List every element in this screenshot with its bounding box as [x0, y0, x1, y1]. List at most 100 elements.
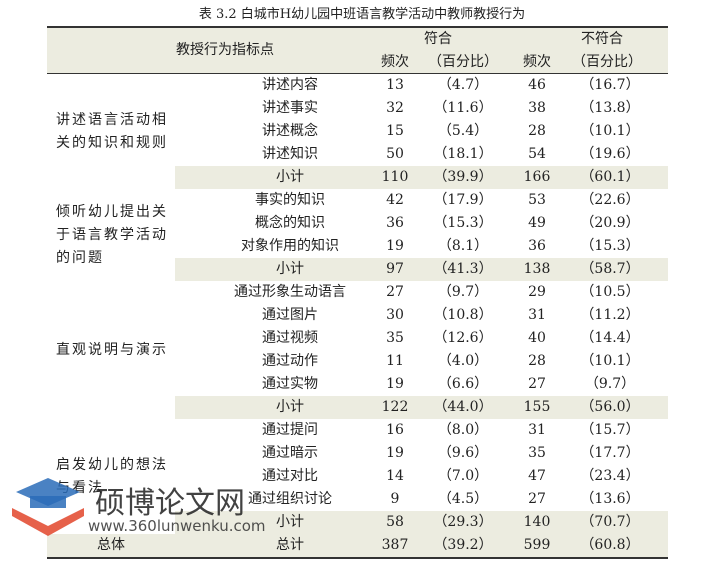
subtotal-value: 138 — [523, 261, 551, 277]
subtotal-value: （60.1） — [580, 169, 640, 185]
header-bg — [47, 27, 668, 74]
row-value: （9.6） — [437, 445, 489, 461]
row-value: （12.6） — [433, 330, 493, 346]
row-value: （8.0） — [437, 422, 489, 438]
subtotal-bg — [175, 166, 668, 189]
row-label: 通过提问 — [262, 422, 318, 438]
watermark-logo — [12, 478, 84, 536]
row-value: 31 — [528, 422, 546, 438]
row-value: （13.6） — [580, 491, 640, 507]
subtotal-value: （44.0） — [433, 399, 493, 415]
subtotal-label: 小计 — [276, 514, 304, 530]
rule — [47, 557, 668, 559]
row-value: 46 — [528, 77, 546, 93]
row-label: 讲述事实 — [262, 100, 318, 116]
header-cell: （百分比） — [572, 54, 642, 70]
row-value: 9 — [390, 491, 400, 507]
row-label: 讲述内容 — [262, 77, 318, 93]
row-value: （11.6） — [433, 100, 493, 116]
row-value: 40 — [528, 330, 546, 346]
subtotal-value: 97 — [386, 261, 404, 277]
row-value: （5.4） — [437, 123, 489, 139]
watermark-url: www.360lunwenku.com — [88, 517, 266, 535]
row-value: 53 — [528, 192, 546, 208]
subtotal-value: 122 — [381, 399, 409, 415]
subtotal-bg — [175, 258, 668, 281]
row-value: 36 — [386, 215, 404, 231]
subtotal-bg — [175, 511, 668, 534]
row-value: （4.7） — [437, 77, 489, 93]
row-value: （11.2） — [580, 307, 640, 323]
header-cell: （百分比） — [428, 54, 498, 70]
total-value: （60.8） — [580, 537, 640, 553]
row-value: （19.6） — [580, 146, 640, 162]
category-label: 讲述语言活动相关的知识和规则 — [56, 111, 168, 151]
subtotal-value: 140 — [523, 514, 551, 530]
row-value: （18.1） — [433, 146, 493, 162]
row-value: 19 — [386, 445, 404, 461]
total-bg — [47, 534, 668, 557]
row-label: 通过形象生动语言 — [234, 284, 346, 300]
subtotal-value: （58.7） — [580, 261, 640, 277]
row-value: （9.7） — [584, 376, 636, 392]
subtotal-value: （56.0） — [580, 399, 640, 415]
subtotal-value: 110 — [381, 169, 409, 185]
subtotal-label: 小计 — [276, 261, 304, 277]
row-label: 通过图片 — [262, 307, 318, 323]
row-value: 15 — [386, 123, 404, 139]
row-value: （16.7） — [580, 77, 640, 93]
subtotal-value: （39.9） — [433, 169, 493, 185]
header-cell: 频次 — [523, 54, 551, 70]
row-value: （10.1） — [580, 123, 640, 139]
subtotal-label: 小计 — [276, 169, 304, 185]
row-value: 32 — [386, 100, 404, 116]
row-value: 36 — [528, 238, 546, 254]
row-value: 27 — [528, 491, 546, 507]
row-label: 讲述知识 — [262, 146, 318, 162]
row-value: 54 — [528, 146, 546, 162]
header-cell: 符合 — [424, 31, 452, 47]
row-label: 概念的知识 — [255, 215, 325, 231]
table-title: 表 3.2 白城市H幼儿园中班语言教学活动中教师教授行为 — [198, 7, 526, 22]
row-value: 47 — [528, 468, 546, 484]
row-value: 16 — [386, 422, 404, 438]
subtotal-value: （41.3） — [433, 261, 493, 277]
row-value: 28 — [528, 123, 546, 139]
row-label: 事实的知识 — [255, 192, 325, 208]
row-value: 30 — [386, 307, 404, 323]
header-cell: 不符合 — [581, 31, 623, 47]
row-value: 35 — [528, 445, 546, 461]
row-value: （7.0） — [437, 468, 489, 484]
row-value: 11 — [386, 353, 404, 369]
row-label: 对象作用的知识 — [241, 238, 339, 254]
row-label: 通过组织讨论 — [248, 491, 332, 507]
row-value: 14 — [386, 468, 404, 484]
row-value: （23.4） — [580, 468, 640, 484]
header-cell: 教授行为指标点 — [176, 42, 274, 58]
row-value: （15.7） — [580, 422, 640, 438]
row-value: 49 — [528, 215, 546, 231]
row-value: （17.9） — [433, 192, 493, 208]
row-value: （6.6） — [437, 376, 489, 392]
row-value: 50 — [386, 146, 404, 162]
row-value: 19 — [386, 238, 404, 254]
subtotal-value: 58 — [386, 514, 404, 530]
total-value: （39.2） — [433, 537, 493, 553]
row-value: 19 — [386, 376, 404, 392]
subtotal-value: 166 — [523, 169, 551, 185]
row-value: 27 — [528, 376, 546, 392]
row-value: （14.4） — [580, 330, 640, 346]
row-value: 27 — [386, 284, 404, 300]
row-value: （15.3） — [580, 238, 640, 254]
rule — [47, 73, 668, 74]
watermark-name: 硕博论文网 — [95, 486, 245, 521]
rule — [47, 26, 668, 28]
row-value: （17.7） — [580, 445, 640, 461]
subtotal-value: 155 — [523, 399, 551, 415]
row-value: （4.5） — [437, 491, 489, 507]
row-value: （10.1） — [580, 353, 640, 369]
row-value: 38 — [528, 100, 546, 116]
category-label: 直观说明与演示 — [56, 341, 168, 358]
category-label: 倾听幼儿提出关于语言教学活动的问题 — [56, 203, 168, 266]
